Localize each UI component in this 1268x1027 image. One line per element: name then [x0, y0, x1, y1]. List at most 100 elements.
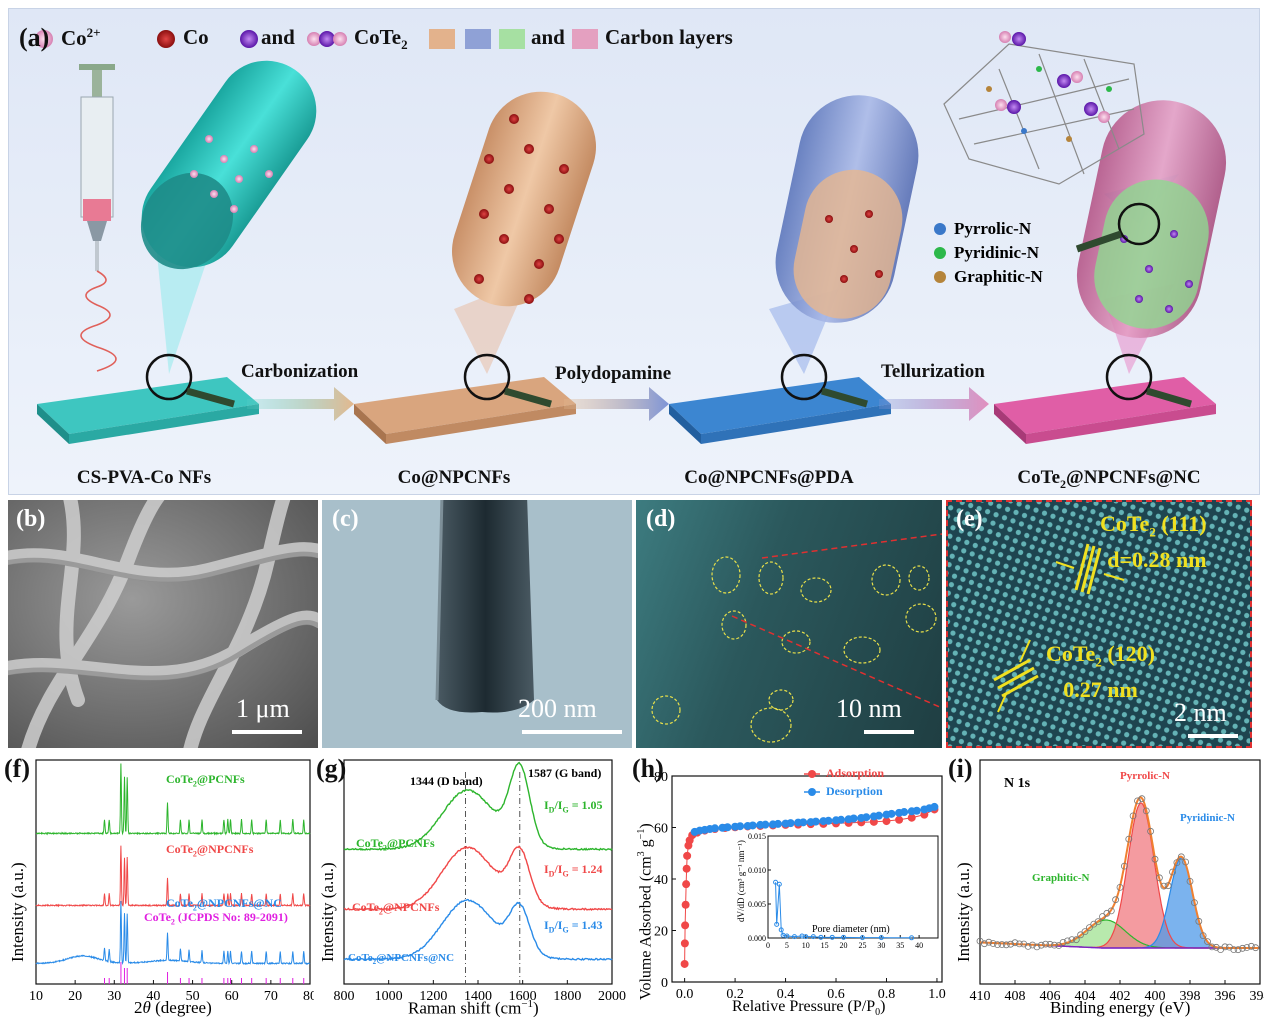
g-xtick-label: 2000: [598, 989, 626, 1004]
legend-and-1: and: [261, 25, 295, 50]
panel-label-e: (e): [956, 506, 983, 533]
desorption-point: [794, 819, 802, 827]
h-xtick-label: 1.0: [928, 987, 946, 1002]
f-label-pcnfs: CoTe2@PCNFs: [166, 772, 245, 788]
h-xlabel: Relative Pressure (P/P0): [732, 998, 885, 1018]
panel-i-xps: 410 408 406 404 402 400 398 396 394 (i) N 1s Int…: [950, 752, 1264, 1022]
scale-bar-label-e: 2 nm: [1174, 698, 1227, 728]
scale-bar-label-c: 200 nm: [518, 694, 597, 724]
inset-ytick-label: 0.010: [748, 866, 766, 875]
adsorption-point: [681, 939, 689, 947]
f-xtick-label: 10: [29, 989, 43, 1004]
inset-xtick-label: 0: [766, 941, 770, 950]
panel-b-sem: (b) 1 μm: [8, 500, 318, 748]
g-label-pcnfs: CoTe2@PCNFs: [356, 836, 435, 852]
f-xtick-label: 20: [68, 989, 82, 1004]
inset-xtick-label: 40: [915, 941, 923, 950]
tube-cyan: [122, 41, 336, 287]
scale-bar-label-b: 1 μm: [236, 694, 290, 724]
legend-carbon-layers: Carbon layers: [605, 25, 733, 50]
desorption-point: [845, 815, 853, 823]
g-g-band-label: 1587 (G band): [528, 766, 601, 781]
xrd-reference-peaks: [105, 962, 304, 984]
mat-tan: [354, 377, 576, 444]
f-xtick-label: 60: [225, 989, 239, 1004]
desorption-point: [870, 812, 878, 820]
mat-blue: [669, 377, 891, 444]
adsorption-point: [682, 901, 690, 909]
scale-bar-e: [1188, 734, 1238, 738]
f-label-reference: CoTe2 (JCPDS No: 89-2091): [144, 910, 288, 926]
desorption-point: [819, 817, 827, 825]
pyridinic-dot-icon: [934, 247, 946, 259]
panel-label-h: (h): [632, 754, 664, 784]
g-ylabel: Intensity (a.u.): [318, 862, 338, 962]
legend-co2: Co2+: [61, 25, 101, 51]
f-xlabel: 2θ (degree): [134, 998, 212, 1018]
g-xtick-label: 1800: [553, 989, 581, 1004]
inset-xtick-label: 30: [877, 941, 885, 950]
inset-xtick-label: 5: [785, 941, 789, 950]
g-label-npcnfs: CoTe2@NPCNFs: [352, 900, 439, 916]
panel-label-g: (g): [316, 754, 346, 784]
i-label-pyridinic: Pyridinic-N: [1180, 812, 1235, 824]
i-xtick-label: 408: [1005, 989, 1026, 1004]
legend-adsorption: Adsorption: [826, 766, 884, 781]
adsorption-point: [683, 865, 691, 873]
g-ratio-pcnfs: ID/IG = 1.05: [544, 798, 603, 814]
adsorption-point: [682, 880, 690, 888]
panel-g-raman: 800 1000 1200 1400 1600 1800 2000 (g) Intensit…: [316, 752, 632, 1022]
desorption-point: [782, 820, 790, 828]
tube-blue: [764, 84, 929, 334]
i-ylabel: Intensity (a.u.): [954, 862, 974, 962]
n-legend-pyridinic: Pyridinic-N: [934, 241, 1043, 265]
panel-label-a: (a): [19, 23, 49, 53]
arrow-polydopamine: [564, 387, 669, 421]
i-xtick-label: 396: [1215, 989, 1236, 1004]
desorption-point: [920, 805, 928, 813]
g-label-npcnfs-nc: CoTe2@NPCNFs@NC: [348, 952, 454, 966]
i-label-pyrrolic: Pyrrolic-N: [1120, 770, 1170, 782]
inset-xtick-label: 25: [858, 941, 866, 950]
scale-bar-c: [522, 730, 622, 734]
scale-bar-b: [232, 730, 302, 734]
f-xtick-label: 80: [303, 989, 314, 1004]
h-ylabel: Volume Adsorbed (cm3 g−1): [636, 823, 655, 1000]
raman-chart: 800 1000 1200 1400 1600 1800 2000: [316, 752, 632, 1022]
g-xtick-label: 800: [334, 989, 355, 1004]
lattice-label-111: CoTe2 (111) d=0.28 nm: [1100, 510, 1207, 574]
inset-xtick-label: 10: [802, 941, 810, 950]
f-xtick-label: 30: [107, 989, 121, 1004]
arrow-tellurization: [879, 387, 989, 421]
tube-pink: [1065, 89, 1237, 350]
legend-cote2: CoTe2: [354, 25, 408, 53]
pyrrolic-dot-icon: [934, 223, 946, 235]
panel-f-xrd: 10 20 30 40 50 60 70 80 (f) Intensity (a.u.) 2θ…: [4, 752, 314, 1022]
i-xtick-label: 410: [970, 989, 991, 1004]
desorption-point: [882, 811, 890, 819]
desorption-point: [807, 818, 815, 826]
legend-desorption-marker: [808, 788, 816, 796]
n-type-legend: Pyrrolic-N Pyridinic-N Graphitic-N: [934, 217, 1043, 289]
i-title: N 1s: [1004, 776, 1030, 792]
syringe-icon: [79, 64, 116, 371]
mat-cyan: [37, 377, 259, 444]
inset-ytick-label: 0.000: [748, 934, 766, 943]
adsorption-point: [895, 816, 903, 824]
desorption-point: [832, 816, 840, 824]
n-legend-pyrrolic: Pyrrolic-N: [934, 217, 1043, 241]
lattice-label-120: CoTe2 (120) 0.27 nm: [1046, 640, 1155, 704]
xps-chart: 410408406404402400398396394: [950, 752, 1264, 1022]
bet-chart: 0.0 0.2 0.4 0.6 0.8 1.0020406080 0 5 10 15 20 25 30…: [636, 752, 948, 1022]
desorption-point: [895, 809, 903, 817]
g-xtick-label: 1000: [375, 989, 403, 1004]
panel-label-f: (f): [4, 754, 30, 784]
desorption-point: [744, 822, 752, 830]
f-ylabel: Intensity (a.u.): [8, 862, 28, 962]
h-ytick-label: 60: [654, 822, 668, 837]
panel-a-schematic: (a) Co2+ Co and CoTe2 and Carbon layers …: [8, 8, 1260, 495]
xrd-chart: 10 20 30 40 50 60 70 80: [4, 752, 314, 1022]
legend-desorption: Desorption: [826, 784, 883, 799]
panel-label-d: (d): [646, 506, 675, 533]
scale-bar-label-d: 10 nm: [836, 694, 902, 724]
